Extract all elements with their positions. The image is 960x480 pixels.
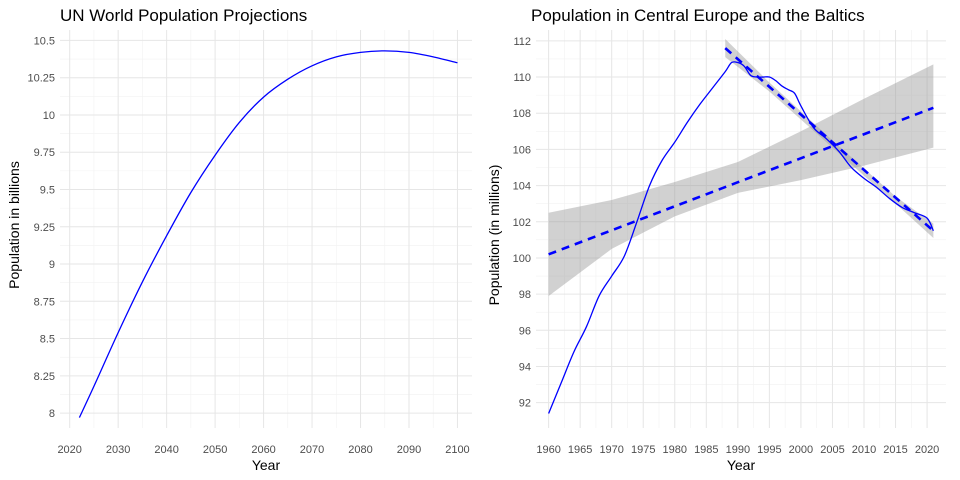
left-y-tick-label: 10: [43, 110, 55, 122]
right-x-tick-label: 1965: [568, 444, 592, 456]
left-x-tick-label: 2090: [397, 444, 421, 456]
left-x-axis-title: Year: [252, 457, 281, 473]
right-x-tick-label: 2020: [915, 444, 939, 456]
right-y-tick-label: 94: [519, 361, 531, 373]
left-y-tick-label: 8.25: [34, 371, 55, 383]
right-y-tick-label: 102: [513, 217, 531, 229]
right-x-tick-label: 1975: [631, 444, 655, 456]
right-y-tick-label: 110: [513, 72, 531, 84]
right-x-tick-label: 1995: [757, 444, 781, 456]
right-y-tick-label: 106: [513, 144, 531, 156]
left-x-tick-label: 2070: [300, 444, 324, 456]
right-x-tick-label: 2000: [789, 444, 813, 456]
left-y-tick-label: 8.5: [40, 334, 55, 346]
left-y-tick-label: 8: [49, 408, 55, 420]
right-gridlines: [536, 30, 946, 428]
right-chart-panel: Population in Central Europe and the Bal…: [486, 6, 946, 473]
right-y-tick-label: 112: [513, 36, 531, 48]
right-series-line-0: [548, 61, 934, 414]
left-chart-panel: UN World Population Projections Year Pop…: [6, 6, 472, 473]
right-x-tick-label: 2010: [852, 444, 876, 456]
left-series-line-0: [78, 50, 458, 418]
right-y-tick-label: 96: [519, 325, 531, 337]
right-y-tick-label: 92: [519, 398, 531, 410]
left-x-tick-label: 2100: [445, 444, 469, 456]
right-x-tick-label: 1990: [726, 444, 750, 456]
right-x-tick-label: 1980: [663, 444, 687, 456]
left-x-tick-label: 2080: [348, 444, 372, 456]
right-chart-title: Population in Central Europe and the Bal…: [531, 6, 865, 25]
right-x-tick-label: 2005: [820, 444, 844, 456]
left-y-tick-label: 10.5: [34, 35, 55, 47]
left-y-tick-label: 9: [49, 259, 55, 271]
left-y-tick-label: 9.25: [34, 222, 55, 234]
left-y-tick-label: 8.75: [34, 296, 55, 308]
left-x-tick-label: 2020: [57, 444, 81, 456]
left-y-tick-label: 9.75: [34, 147, 55, 159]
right-series-line-2: [724, 47, 935, 232]
right-series-line-1: [548, 106, 934, 256]
right-y-tick-label: 100: [513, 253, 531, 265]
right-y-tick-label: 104: [513, 181, 531, 193]
left-chart-title: UN World Population Projections: [60, 6, 307, 25]
left-gridlines: [60, 30, 472, 428]
right-y-tick-label: 108: [513, 108, 531, 120]
right-confidence-band-2: [725, 39, 934, 239]
right-x-tick-label: 1985: [694, 444, 718, 456]
left-x-tick-label: 2030: [106, 444, 130, 456]
right-x-axis-title: Year: [727, 457, 756, 473]
right-y-axis-title: Population (in millions): [486, 165, 502, 306]
right-x-tick-label: 1960: [536, 444, 560, 456]
left-x-tick-label: 2050: [203, 444, 227, 456]
left-x-tick-label: 2040: [154, 444, 178, 456]
right-y-tick-label: 98: [519, 289, 531, 301]
right-x-tick-label: 2015: [883, 444, 907, 456]
left-x-tick-label: 2060: [251, 444, 275, 456]
right-confidence-band-1: [548, 64, 934, 296]
left-y-tick-label: 9.5: [40, 184, 55, 196]
left-y-tick-label: 10.25: [27, 73, 55, 85]
left-y-axis-title: Population in billions: [6, 161, 22, 289]
right-x-tick-label: 1970: [599, 444, 623, 456]
